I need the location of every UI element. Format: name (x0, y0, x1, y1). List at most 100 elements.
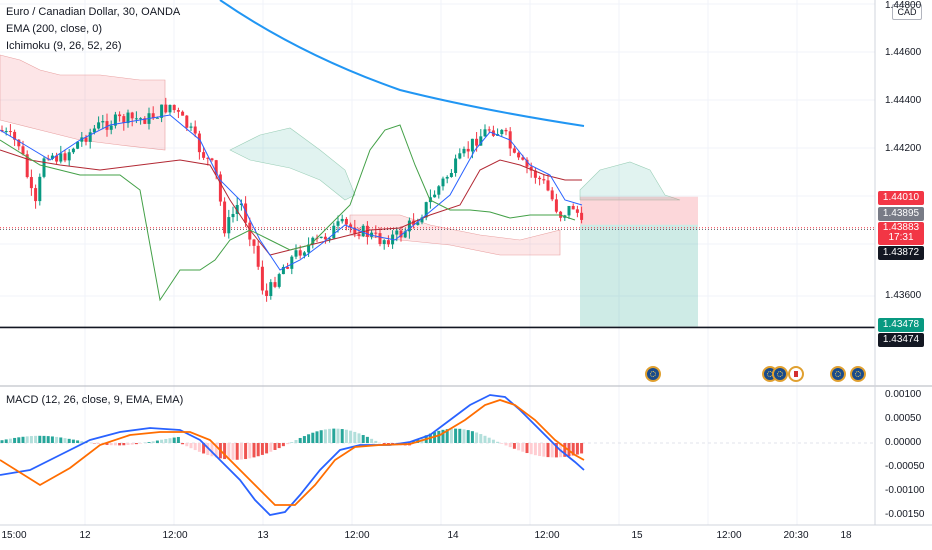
macd-histogram-bar (496, 441, 500, 443)
macd-histogram-bar (504, 443, 508, 446)
candle-body (521, 157, 525, 160)
candle-body (420, 217, 424, 223)
candle-body (97, 122, 101, 129)
candle-body (67, 152, 71, 161)
macd-histogram-bar (512, 443, 516, 449)
candle-body (38, 176, 42, 202)
eu-event-icon[interactable] (850, 366, 866, 382)
symbol-title: Euro / Canadian Dollar, 30, OANDA (6, 6, 181, 18)
candle-body (29, 177, 33, 189)
macd-histogram-bar (315, 431, 319, 443)
candle-body (458, 153, 462, 159)
candle-body (441, 178, 445, 187)
macd-histogram-bar (546, 443, 550, 458)
macd-legend[interactable]: MACD (12, 26, close, 9, EMA, EMA) (6, 394, 184, 406)
candle-body (50, 155, 54, 159)
macd-histogram-bar (357, 433, 361, 443)
candle-body (483, 129, 487, 137)
candle-body (512, 148, 516, 153)
candle-body (466, 148, 470, 152)
macd-histogram-bar (571, 443, 575, 456)
macd-histogram-bar (336, 428, 340, 443)
candle-countdown: 17:31 (888, 232, 914, 243)
macd-histogram-bar (319, 430, 323, 443)
candle-body (332, 225, 336, 239)
macd-histogram-bar (164, 438, 168, 443)
macd-histogram-bar (29, 436, 33, 443)
candle-body (273, 282, 277, 287)
candle-body (8, 131, 12, 133)
macd-histogram-bar (181, 443, 185, 445)
time-label: 20:30 (783, 530, 809, 541)
time-label: 12 (79, 530, 91, 541)
ema-legend[interactable]: EMA (200, close, 0) (6, 23, 102, 35)
macd-histogram-bar (554, 443, 558, 458)
currency-selector[interactable]: CAD (892, 4, 922, 20)
macd-histogram-bar (118, 443, 122, 446)
macd-histogram-bar (483, 435, 487, 443)
candle-body (550, 190, 554, 200)
macd-histogram-bar (529, 443, 533, 455)
eu-event-icon[interactable] (830, 366, 846, 382)
current-price-value: 1.43883 (882, 222, 920, 233)
macd-histogram-bar (302, 436, 306, 443)
macd-histogram-bar (370, 438, 374, 443)
macd-line (0, 394, 585, 516)
macd-histogram-bar (449, 428, 453, 443)
current-price-badge: 1.43883 17:31 (878, 222, 924, 245)
macd-histogram-bar (550, 443, 554, 458)
macd-histogram-bar (0, 440, 4, 443)
ichimoku-legend[interactable]: Ichimoku (9, 26, 52, 26) (6, 40, 122, 52)
candle-body (193, 126, 197, 134)
macd-histogram-bar (97, 443, 101, 445)
candle-body (454, 158, 458, 174)
close-price-badge: 1.43872 (878, 246, 924, 260)
macd-histogram-bar (42, 435, 46, 443)
candle-body (323, 236, 327, 240)
macd-histogram-bar (139, 443, 143, 444)
candle-body (139, 118, 143, 120)
stop-price-badge: 1.44010 (878, 191, 924, 205)
candle-body (538, 177, 542, 180)
candle-body (197, 133, 201, 153)
macd-histogram-bar (155, 440, 159, 443)
macd-histogram-bar (147, 442, 151, 443)
macd-histogram-bar (479, 434, 483, 443)
candle-body (294, 250, 298, 257)
candle-body (71, 148, 75, 153)
macd-histogram-bar (575, 443, 579, 455)
candle-body (437, 186, 441, 195)
time-label: 18 (840, 530, 852, 541)
macd-histogram-bar (517, 443, 521, 451)
ca-event-icon[interactable] (788, 366, 804, 382)
candle-body (277, 274, 281, 287)
macd-histogram-bar (252, 443, 256, 458)
macd-histogram-bar (34, 435, 38, 443)
time-label: 12:00 (716, 530, 742, 541)
candle-body (554, 199, 558, 212)
eu-event-icon[interactable] (645, 366, 661, 382)
candle-body (63, 153, 67, 161)
macd-histogram-bar (508, 443, 512, 448)
macd-histogram-bar (46, 436, 50, 443)
macd-histogram-bar (172, 437, 176, 443)
candle-body (239, 203, 243, 206)
candle-body (580, 212, 584, 220)
candle-body (189, 126, 193, 128)
eu-event-icon[interactable] (772, 366, 788, 382)
candle-body (424, 202, 428, 218)
macd-histogram-bar (25, 436, 29, 443)
macd-histogram-bar (344, 429, 348, 443)
macd-histogram-bar (487, 437, 491, 443)
macd-histogram-bar (454, 428, 458, 443)
candle-body (185, 115, 189, 128)
macd-histogram-bar (71, 439, 75, 443)
candle-body (462, 148, 466, 154)
macd-histogram-bar (55, 436, 59, 443)
macd-histogram-bar (328, 428, 332, 443)
macd-histogram-bar (500, 443, 504, 444)
macd-histogram-bar (21, 436, 25, 443)
macd-histogram-bar (193, 443, 197, 451)
macd-histogram-bar (189, 443, 193, 449)
